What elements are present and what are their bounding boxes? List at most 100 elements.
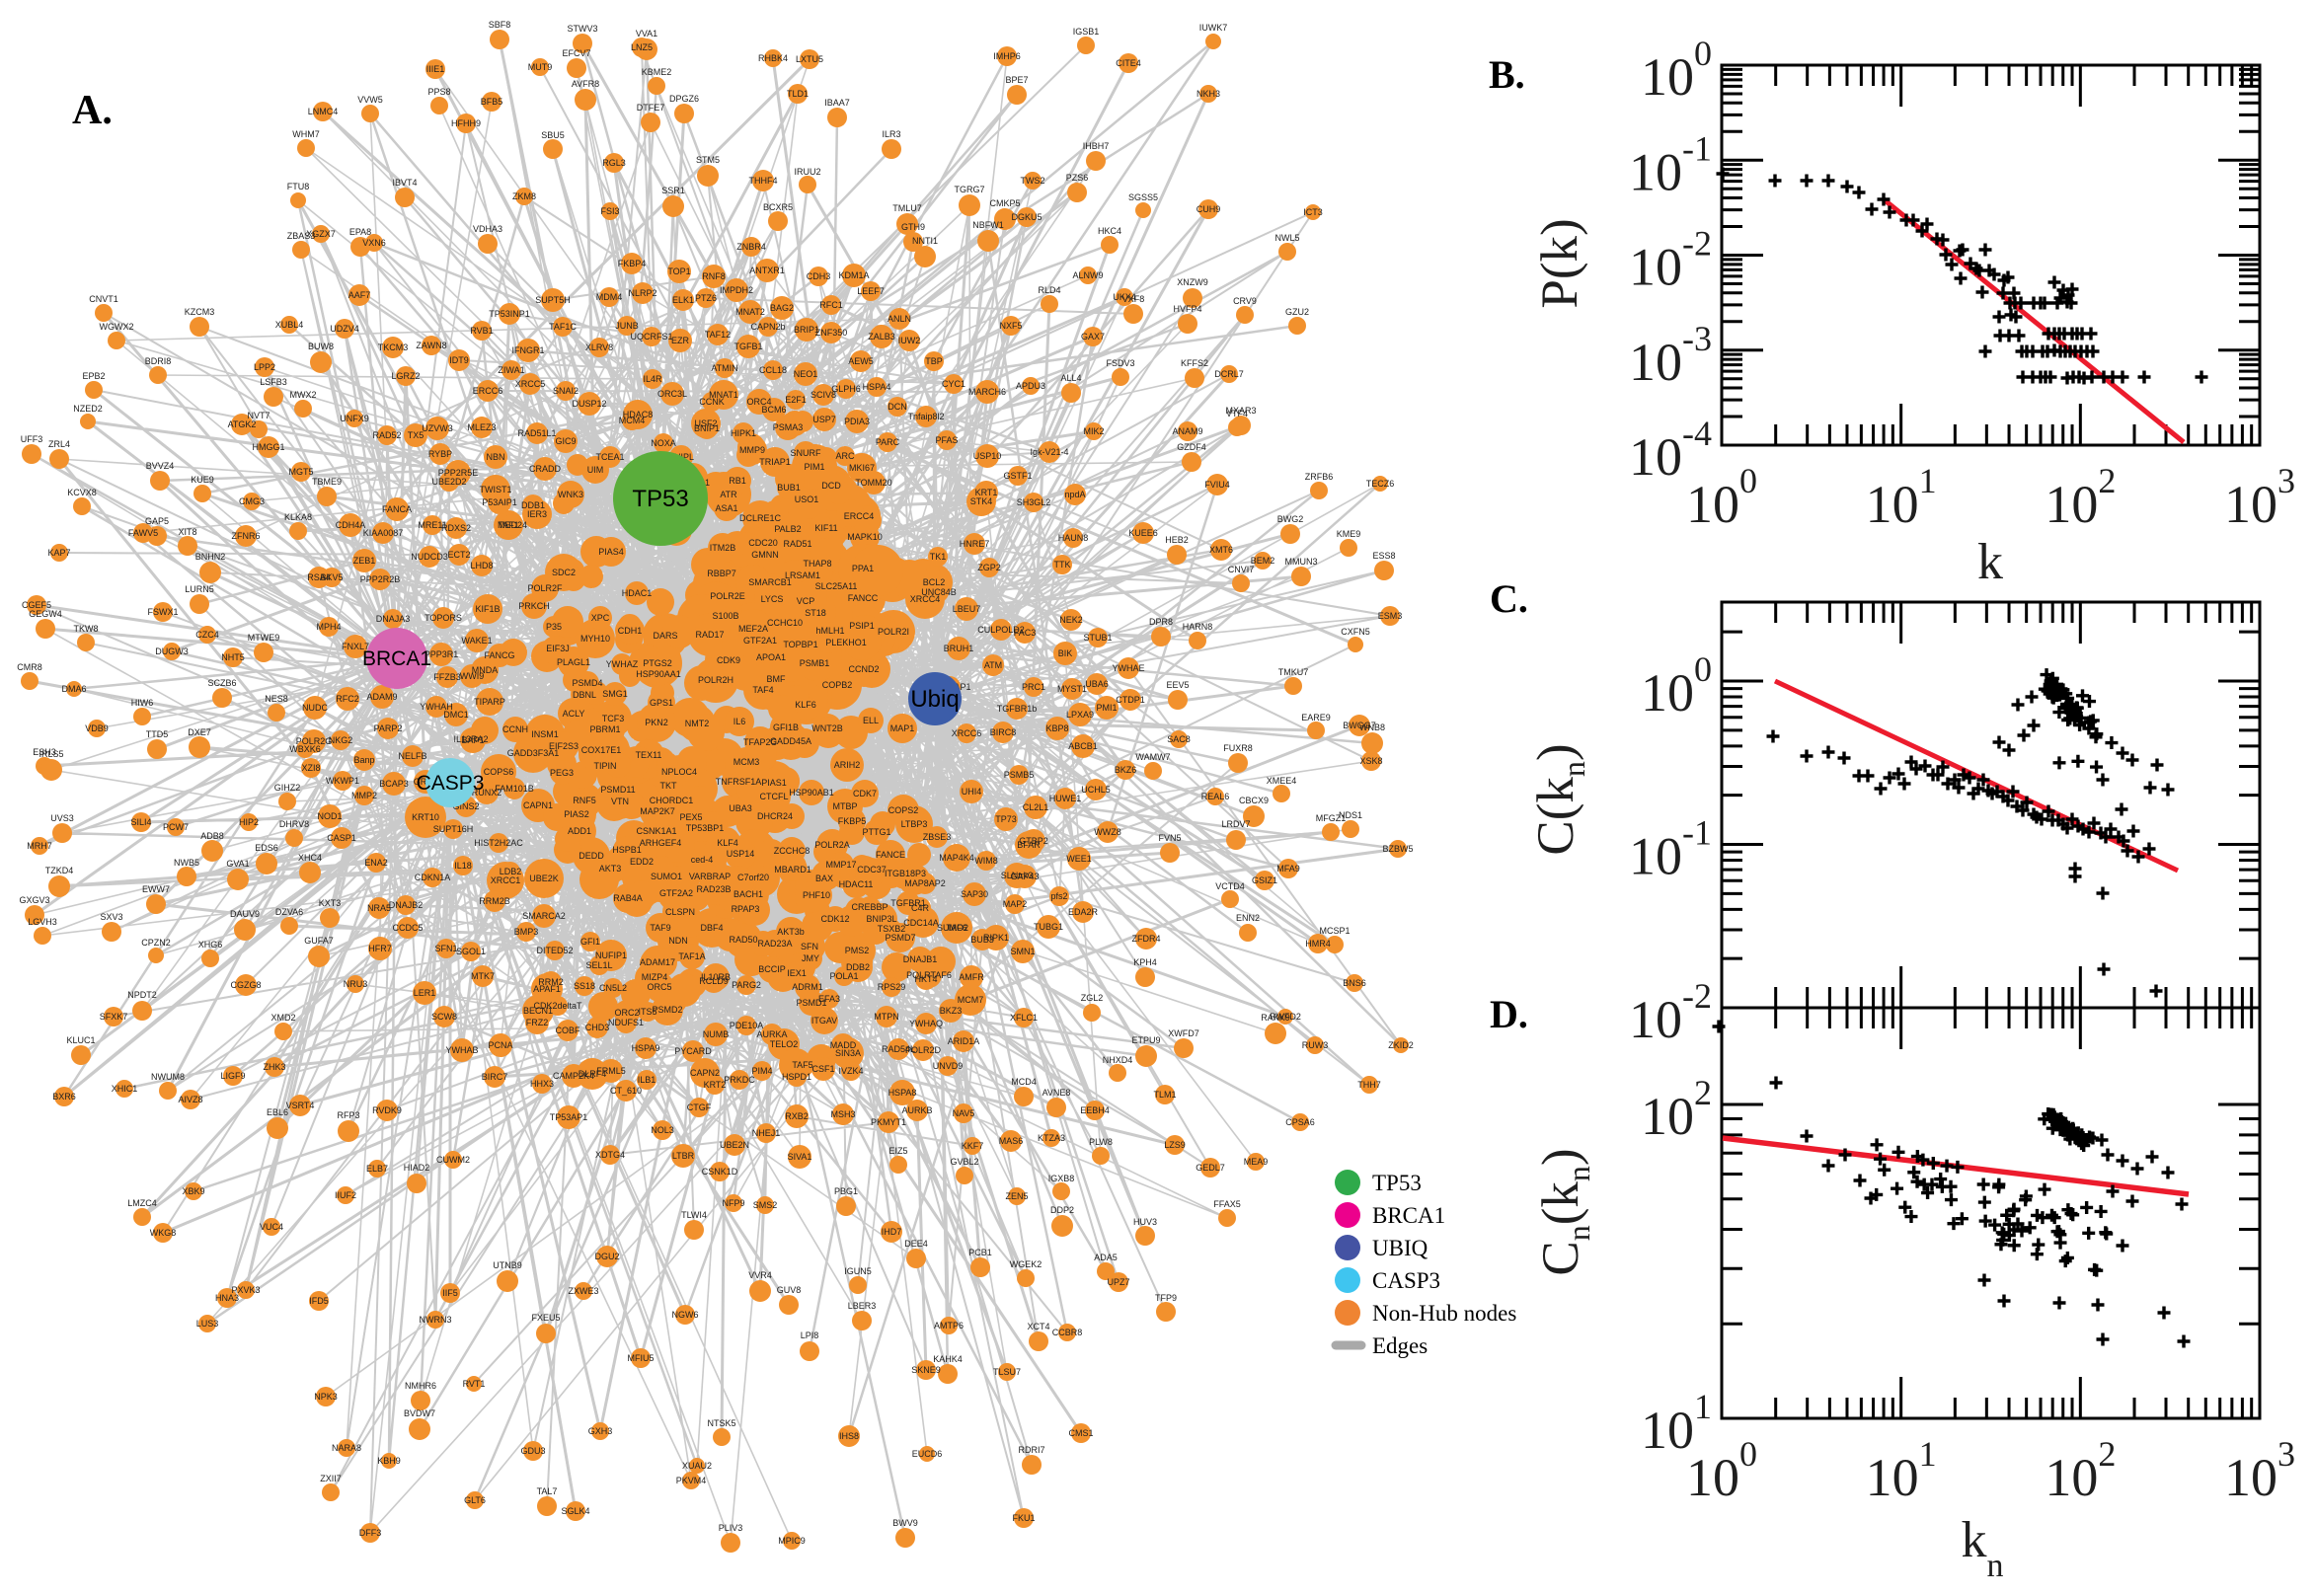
svg-text:DGU2: DGU2 <box>594 1252 619 1261</box>
svg-text:AKT3b: AKT3b <box>777 927 805 937</box>
svg-text:LPP2: LPP2 <box>254 362 275 372</box>
svg-text:COPS2: COPS2 <box>888 805 919 815</box>
svg-text:NGW6: NGW6 <box>672 1310 699 1320</box>
svg-text:TMLU7: TMLU7 <box>892 203 922 213</box>
svg-text:IIF5: IIF5 <box>442 1288 458 1298</box>
svg-text:ZKM8: ZKM8 <box>512 191 536 201</box>
svg-text:RFC1: RFC1 <box>819 300 843 310</box>
svg-text:MADD: MADD <box>830 1040 857 1050</box>
svg-text:NBN: NBN <box>486 452 504 462</box>
svg-text:UBE2D2: UBE2D2 <box>431 477 466 487</box>
svg-text:P(k): P(k) <box>1531 218 1588 308</box>
svg-text:CMR8: CMR8 <box>17 662 42 672</box>
svg-text:MFGZ1: MFGZ1 <box>1316 813 1347 823</box>
svg-text:DAUV9: DAUV9 <box>230 909 260 919</box>
svg-text:C7orf20: C7orf20 <box>737 873 769 882</box>
svg-text:NWB5: NWB5 <box>174 858 199 868</box>
svg-text:GSTF1: GSTF1 <box>1003 471 1032 481</box>
svg-text:NMHR6: NMHR6 <box>405 1381 436 1391</box>
svg-text:UVS3: UVS3 <box>50 813 74 823</box>
svg-text:LPI8: LPI8 <box>801 1330 819 1340</box>
svg-text:HUV3: HUV3 <box>1133 1217 1157 1227</box>
svg-text:KBME2: KBME2 <box>642 67 672 77</box>
svg-text:LPXA9: LPXA9 <box>1066 710 1094 720</box>
svg-text:KIAA0087: KIAA0087 <box>363 528 404 538</box>
svg-text:HNA3: HNA3 <box>215 1293 239 1303</box>
svg-text:MMP9: MMP9 <box>739 445 765 455</box>
svg-text:STM5: STM5 <box>696 155 720 165</box>
svg-text:EEBH4: EEBH4 <box>1080 1105 1110 1115</box>
svg-text:EIF2S3: EIF2S3 <box>549 741 579 751</box>
svg-text:DPR8: DPR8 <box>1149 617 1173 627</box>
svg-text:GXGV3: GXGV3 <box>19 895 49 905</box>
svg-text:VSRT4: VSRT4 <box>286 1101 315 1110</box>
svg-text:PSMD2: PSMD2 <box>652 1005 682 1015</box>
svg-text:LEEF7: LEEF7 <box>857 286 885 296</box>
svg-text:XIT8: XIT8 <box>178 527 196 537</box>
svg-text:GVA1: GVA1 <box>226 859 249 869</box>
svg-text:STK4: STK4 <box>970 496 993 506</box>
svg-text:PEG3: PEG3 <box>550 768 574 778</box>
svg-text:IGXB8: IGXB8 <box>1048 1174 1075 1183</box>
svg-text:HDAC11: HDAC11 <box>839 879 874 889</box>
svg-text:DCN: DCN <box>888 402 907 412</box>
svg-text:PPP3R1: PPP3R1 <box>425 649 459 659</box>
svg-text:SCIV8: SCIV8 <box>811 390 836 400</box>
svg-text:TGFBR1b: TGFBR1b <box>997 704 1038 714</box>
svg-text:PLIV3: PLIV3 <box>719 1523 743 1533</box>
svg-text:P35: P35 <box>546 622 562 632</box>
svg-text:LBER3: LBER3 <box>848 1301 877 1311</box>
svg-text:HNRE7: HNRE7 <box>960 539 990 549</box>
svg-text:KIF1B: KIF1B <box>475 604 500 614</box>
svg-text:C(kn): C(kn) <box>1527 743 1591 855</box>
svg-text:BKZ3: BKZ3 <box>940 1006 963 1016</box>
svg-text:HSPB1: HSPB1 <box>612 845 642 855</box>
svg-text:LTBP3: LTBP3 <box>901 819 928 829</box>
svg-text:PARC: PARC <box>876 437 900 447</box>
svg-text:POLA1: POLA1 <box>829 971 858 981</box>
svg-text:CUH9: CUH9 <box>1197 204 1221 214</box>
svg-text:Banp: Banp <box>353 755 374 765</box>
svg-text:ZBAS3: ZBAS3 <box>287 231 316 241</box>
svg-text:GTF2A2: GTF2A2 <box>659 888 693 898</box>
svg-text:WWZ8: WWZ8 <box>1094 827 1121 837</box>
svg-text:IRUU2: IRUU2 <box>794 167 820 177</box>
svg-text:HIAD2: HIAD2 <box>404 1163 430 1173</box>
svg-text:NFP9: NFP9 <box>722 1198 744 1208</box>
svg-text:PARG2: PARG2 <box>732 980 761 990</box>
svg-text:PLAGL1: PLAGL1 <box>557 657 590 667</box>
svg-text:POLRTAF6: POLRTAF6 <box>906 970 952 980</box>
svg-text:PPA1: PPA1 <box>852 564 874 573</box>
svg-text:WGEK2: WGEK2 <box>1010 1259 1042 1269</box>
svg-text:PSMB5: PSMB5 <box>1004 770 1035 780</box>
svg-text:CULPOLD2: CULPOLD2 <box>977 625 1025 635</box>
svg-text:ST18: ST18 <box>805 608 826 618</box>
svg-text:CDK12: CDK12 <box>820 914 849 924</box>
svg-text:NWL5: NWL5 <box>1274 233 1299 243</box>
svg-text:CSNK1D: CSNK1D <box>702 1167 738 1177</box>
svg-text:NDUFS1: NDUFS1 <box>608 1018 644 1027</box>
svg-text:WEE1: WEE1 <box>1066 854 1092 864</box>
svg-text:MGT5: MGT5 <box>288 467 313 477</box>
svg-text:CSNK1A1: CSNK1A1 <box>636 826 676 836</box>
svg-text:TUBG1: TUBG1 <box>1034 922 1063 932</box>
svg-text:TX5: TX5 <box>408 430 425 440</box>
svg-text:MCSP1: MCSP1 <box>1319 926 1350 936</box>
svg-text:LHD8: LHD8 <box>470 561 493 570</box>
svg-text:UTNB9: UTNB9 <box>493 1260 522 1270</box>
svg-text:EFCV7: EFCV7 <box>562 48 590 58</box>
svg-text:UBE2N: UBE2N <box>720 1140 749 1150</box>
svg-text:NEO1: NEO1 <box>794 369 818 379</box>
svg-text:TRIAP1: TRIAP1 <box>759 457 791 467</box>
svg-text:DITED52: DITED52 <box>536 946 573 955</box>
svg-text:NARA8: NARA8 <box>332 1443 361 1453</box>
svg-text:GIHZ2: GIHZ2 <box>274 783 301 793</box>
svg-text:NES8: NES8 <box>265 694 288 704</box>
svg-text:BCXR5: BCXR5 <box>763 202 793 212</box>
svg-text:PKVM4: PKVM4 <box>676 1476 707 1485</box>
svg-text:SBF8: SBF8 <box>489 20 511 30</box>
svg-text:CMKP5: CMKP5 <box>989 198 1020 208</box>
svg-text:NOL3: NOL3 <box>651 1125 674 1135</box>
svg-text:SXV3: SXV3 <box>100 912 122 922</box>
svg-text:XMEE4: XMEE4 <box>1267 776 1297 786</box>
